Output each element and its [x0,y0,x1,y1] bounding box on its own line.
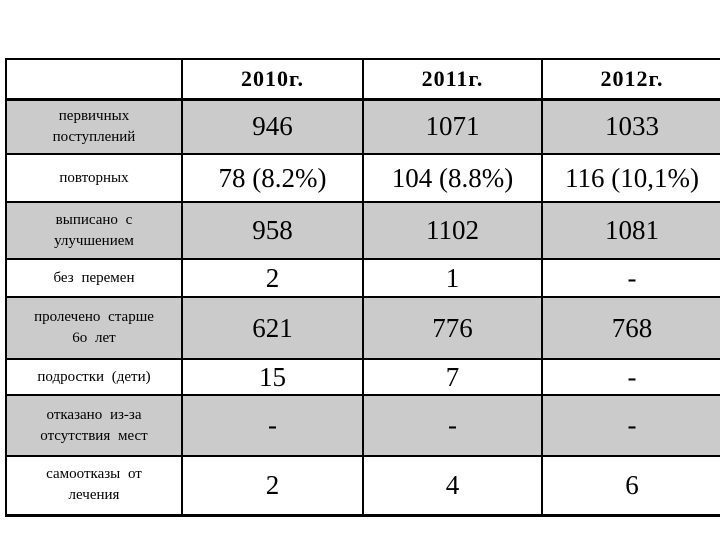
value-cell: 621 [181,296,364,360]
col-header-2011: 2011г. [362,58,543,101]
table-row-refused-no-beds: отказано из-за отсутствия мест - - - [5,394,720,457]
row-label: подростки (дети) [5,358,183,396]
value-cell: 78 (8.2%) [181,153,364,203]
table-header-row: 2010г. 2011г. 2012г. [5,58,720,101]
value-cell: 104 (8.8%) [362,153,543,203]
value-cell: - [541,358,720,396]
row-label: самоотказы от лечения [5,455,183,517]
value-cell: 4 [362,455,543,517]
value-cell: 6 [541,455,720,517]
yearly-statistics-table: 2010г. 2011г. 2012г. первичных поступлен… [5,58,720,517]
value-cell: 7 [362,358,543,396]
value-cell: 2 [181,455,364,517]
value-cell: 958 [181,201,364,260]
row-label: первичных поступлений [5,98,183,155]
row-label: выписано с улучшением [5,201,183,260]
table-row-adolescents: подростки (дети) 15 7 - [5,358,720,396]
value-cell: - [541,394,720,457]
value-cell: 776 [362,296,543,360]
value-cell: 1071 [362,98,543,155]
value-cell: 946 [181,98,364,155]
value-cell: - [541,258,720,298]
value-cell: - [362,394,543,457]
row-label: пролечено старше 6о лет [5,296,183,360]
row-label: отказано из-за отсутствия мест [5,394,183,457]
value-cell: 15 [181,358,364,396]
row-label: повторных [5,153,183,203]
table-row-discharged-improved: выписано с улучшением 958 1102 1081 [5,201,720,260]
value-cell: - [181,394,364,457]
col-header-2010: 2010г. [181,58,364,101]
table-row-no-change: без перемен 2 1 - [5,258,720,298]
value-cell: 1033 [541,98,720,155]
value-cell: 1102 [362,201,543,260]
col-header-2012: 2012г. [541,58,720,101]
value-cell: 1081 [541,201,720,260]
table-row-primary-admissions: первичных поступлений 946 1071 1033 [5,98,720,155]
row-label: без перемен [5,258,183,298]
value-cell: 1 [362,258,543,298]
table-row-treated-over-60: пролечено старше 6о лет 621 776 768 [5,296,720,360]
value-cell: 116 (10,1%) [541,153,720,203]
table-row-repeat-admissions: повторных 78 (8.2%) 104 (8.8%) 116 (10,1… [5,153,720,203]
corner-empty-cell [5,58,183,101]
table-row-self-refusals: самоотказы от лечения 2 4 6 [5,455,720,517]
value-cell: 2 [181,258,364,298]
value-cell: 768 [541,296,720,360]
